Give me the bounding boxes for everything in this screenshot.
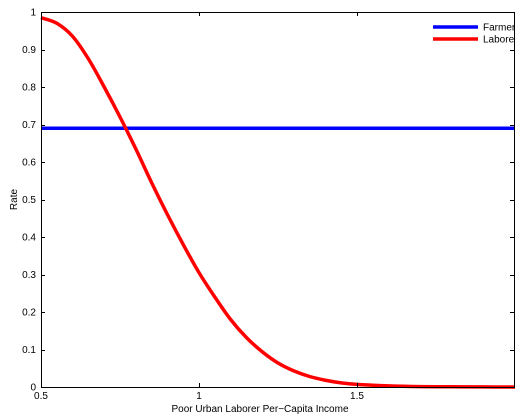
y-tick-label: 0.6 [22, 158, 36, 169]
x-axis-title: Poor Urban Laborer Per−Capita Income [171, 404, 348, 415]
y-tick-label: 0.2 [22, 308, 36, 319]
legend: FarmersLaborers [433, 23, 515, 46]
y-tick-label: 0.8 [22, 83, 36, 94]
y-tick-label: 0.9 [22, 45, 36, 56]
ticks-layer: 0.5 1 1.5 0 0.1 0.2 0.3 0.4 0.5 0.6 0.7 0.8 0.9 1 [22, 8, 514, 402]
x-tick-label: 1 [196, 391, 202, 402]
y-tick-label: 0.3 [22, 270, 36, 281]
y-tick-label: 0.4 [22, 233, 36, 244]
y-tick-label: 0.1 [22, 345, 36, 356]
x-tick-label: 0.5 [34, 391, 48, 402]
y-tick-label: 0.7 [22, 120, 36, 131]
legend-label-farmers: Farmers [483, 23, 515, 34]
series-line-laborers [40, 15, 515, 389]
series-layer [40, 15, 515, 389]
x-tick-label: 1.5 [350, 391, 364, 402]
y-axis-title: Rate [9, 189, 20, 211]
legend-label-laborers: Laborers [483, 35, 515, 46]
y-tick-label: 0.5 [22, 195, 36, 206]
y-tick-label: 0 [30, 383, 36, 394]
y-tick-label: 1 [30, 8, 36, 19]
